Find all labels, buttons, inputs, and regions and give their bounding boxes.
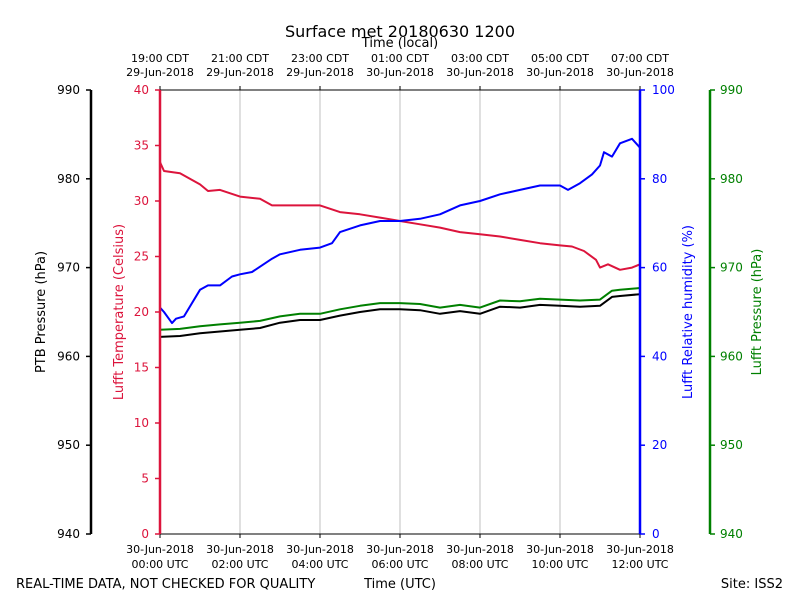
bottom-tick-time: 02:00 UTC (211, 558, 268, 571)
top-tick-time: 23:00 CDT (291, 52, 349, 65)
lufft-temperature-line (159, 161, 641, 271)
temperature-tick-label: 20 (134, 305, 149, 319)
bottom-tick-date: 30-Jun-2018 (126, 543, 194, 556)
humidity-tick-label: 100 (652, 83, 675, 97)
temperature-axis-label: Lufft Temperature (Celsius) (112, 224, 127, 400)
temperature-tick-label: 30 (134, 194, 149, 208)
top-tick-time: 01:00 CDT (371, 52, 429, 65)
bottom-tick-date: 30-Jun-2018 (606, 543, 674, 556)
lufft-pressure-axis-label: Lufft Pressure (hPa) (750, 249, 765, 376)
grid-lines (239, 90, 561, 534)
bottom-tick-time: 06:00 UTC (371, 558, 428, 571)
humidity-tick-label: 20 (652, 438, 667, 452)
temperature-tick-label: 35 (134, 139, 149, 153)
top-tick-time: 07:00 CDT (611, 52, 669, 65)
bottom-tick-time: 00:00 UTC (131, 558, 188, 571)
lufft-pressure-line (159, 287, 641, 331)
lufft-pressure-tick-label: 940 (720, 527, 743, 541)
top-tick-date: 30-Jun-2018 (366, 66, 434, 79)
top-tick-date: 30-Jun-2018 (606, 66, 674, 79)
ptb-pressure-tick-label: 970 (57, 261, 80, 275)
ptb-pressure-tick-label: 960 (57, 349, 80, 363)
top-tick-time: 21:00 CDT (211, 52, 269, 65)
humidity-tick-label: 60 (652, 261, 667, 275)
series-layer (159, 137, 641, 338)
top-tick-time: 03:00 CDT (451, 52, 509, 65)
bottom-tick-time: 10:00 UTC (531, 558, 588, 571)
humidity-tick-label: 0 (652, 527, 660, 541)
humidity-axis-label: Lufft Relative humidity (%) (681, 225, 696, 399)
lufft-pressure-tick-label: 990 (720, 83, 743, 97)
ptb-pressure-axis-label: PTB Pressure (hPa) (34, 251, 49, 373)
temperature-tick-label: 0 (141, 527, 149, 541)
temperature-tick-label: 15 (134, 361, 149, 375)
bottom-tick-time: 12:00 UTC (611, 558, 668, 571)
humidity-tick-label: 80 (652, 172, 667, 186)
humidity-tick-label: 40 (652, 349, 667, 363)
temperature-tick-label: 5 (141, 472, 149, 486)
footer-site: Site: ISS2 (721, 577, 783, 592)
x-axis-label: Time (UTC) (363, 577, 436, 592)
axes-layer: 30-Jun-2018 00:00 UTC 30-Jun-2018 02:00 UTC… (34, 52, 765, 571)
bottom-tick-date: 30-Jun-2018 (526, 543, 594, 556)
bottom-tick-date: 30-Jun-2018 (366, 543, 434, 556)
footer-quality-note: REAL-TIME DATA, NOT CHECKED FOR QUALITY (16, 577, 315, 592)
top-tick-time: 19:00 CDT (131, 52, 189, 65)
temperature-tick-label: 10 (134, 416, 149, 430)
bottom-tick-time: 08:00 UTC (451, 558, 508, 571)
lufft-pressure-tick-label: 980 (720, 172, 743, 186)
bottom-tick-date: 30-Jun-2018 (286, 543, 354, 556)
ptb-pressure-tick-label: 990 (57, 83, 80, 97)
top-axis-label: Time (local) (361, 36, 438, 51)
chart-title: Surface met 20180630 1200 (285, 22, 515, 41)
top-tick-time: 05:00 CDT (531, 52, 589, 65)
ptb-pressure-tick-label: 940 (57, 527, 80, 541)
top-tick-date: 30-Jun-2018 (446, 66, 514, 79)
ptb-pressure-tick-label: 980 (57, 172, 80, 186)
ptb-pressure-line (159, 293, 641, 338)
bottom-tick-date: 30-Jun-2018 (446, 543, 514, 556)
top-tick-date: 29-Jun-2018 (126, 66, 194, 79)
lufft-pressure-tick-label: 950 (720, 438, 743, 452)
bottom-tick-date: 30-Jun-2018 (206, 543, 274, 556)
lufft-pressure-tick-label: 970 (720, 261, 743, 275)
top-tick-date: 30-Jun-2018 (526, 66, 594, 79)
temperature-tick-label: 25 (134, 250, 149, 264)
lufft-pressure-tick-label: 960 (720, 349, 743, 363)
top-tick-date: 29-Jun-2018 (206, 66, 274, 79)
lufft-relative-humidity-line (159, 137, 641, 325)
temperature-tick-label: 40 (134, 83, 149, 97)
bottom-tick-time: 04:00 UTC (291, 558, 348, 571)
top-tick-date: 29-Jun-2018 (286, 66, 354, 79)
ptb-pressure-tick-label: 950 (57, 438, 80, 452)
